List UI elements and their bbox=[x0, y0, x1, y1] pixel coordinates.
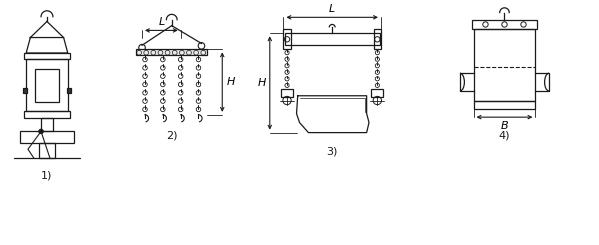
Text: L: L bbox=[329, 4, 335, 14]
Bar bbox=[283, 29, 291, 49]
Bar bbox=[25, 53, 69, 59]
Text: 2): 2) bbox=[166, 130, 177, 140]
Text: L: L bbox=[159, 17, 165, 27]
Bar bbox=[371, 89, 383, 97]
Bar bbox=[35, 69, 59, 102]
Bar bbox=[472, 20, 537, 29]
Bar bbox=[285, 33, 380, 45]
Text: B: B bbox=[501, 121, 509, 131]
Text: 1): 1) bbox=[41, 170, 53, 180]
Bar bbox=[26, 59, 68, 110]
Text: H: H bbox=[226, 77, 235, 87]
Bar bbox=[474, 100, 536, 109]
Bar bbox=[40, 143, 55, 158]
Text: H: H bbox=[258, 78, 266, 88]
Text: 3): 3) bbox=[326, 146, 338, 156]
Bar bbox=[136, 49, 207, 55]
Bar bbox=[20, 131, 74, 143]
Bar bbox=[281, 89, 293, 97]
Text: 4): 4) bbox=[499, 130, 510, 140]
Bar bbox=[67, 88, 71, 93]
Circle shape bbox=[39, 129, 43, 134]
Bar bbox=[25, 110, 69, 118]
Bar bbox=[41, 118, 53, 131]
Bar bbox=[474, 29, 536, 100]
Bar bbox=[374, 29, 381, 49]
Bar bbox=[23, 88, 27, 93]
